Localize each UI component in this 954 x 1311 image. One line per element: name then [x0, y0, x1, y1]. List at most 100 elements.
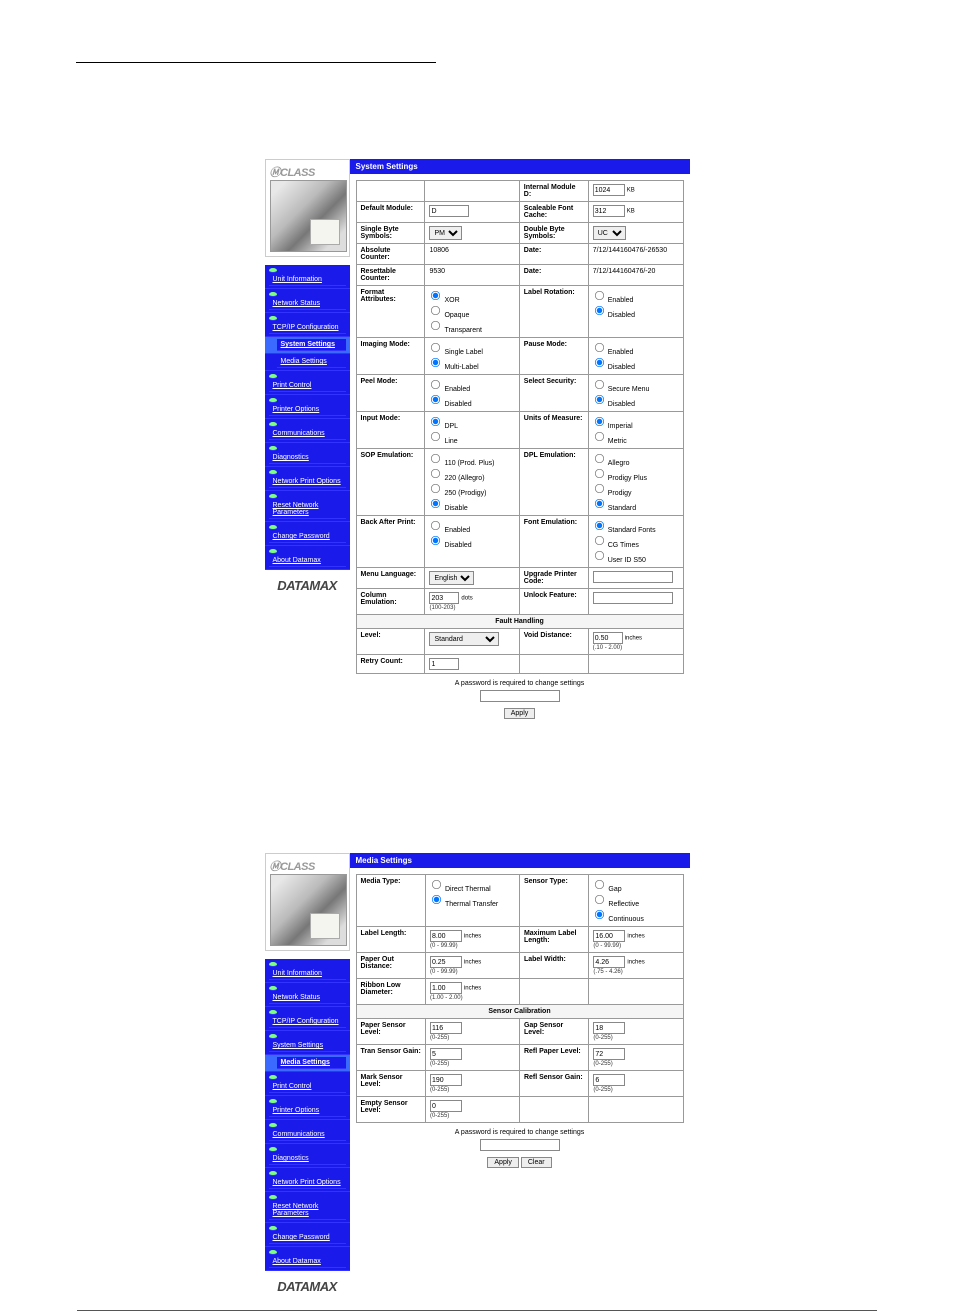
sensor-type-radios[interactable]: Gap Reflective Continuous	[593, 878, 678, 923]
gap-sensor-level-input[interactable]	[593, 1022, 625, 1034]
font-emulation-radios[interactable]: Standard Fonts CG Times User ID S50	[593, 519, 679, 564]
mark-sensor-level-input[interactable]	[430, 1074, 462, 1086]
default-module-input[interactable]	[429, 205, 469, 217]
format-attributes-radios[interactable]: XOR Opaque Transparent	[429, 289, 514, 334]
mark-sensor-level-label: Mark Sensor Level:	[356, 1071, 425, 1097]
tran-sensor-gain-input[interactable]	[430, 1048, 462, 1060]
retry-count-input[interactable]	[429, 658, 459, 670]
upgrade-printer-code-input[interactable]	[593, 571, 673, 583]
font-emulation-label: Font Emulation:	[519, 516, 588, 568]
media-type-label: Media Type:	[356, 875, 425, 927]
nav-print-control[interactable]: Print Control	[265, 371, 350, 395]
sop-emulation-label: SOP Emulation:	[356, 449, 425, 516]
ribbon-low-diameter-label: Ribbon Low Diameter:	[356, 979, 425, 1005]
sidebar-2: ⓂCLASS Unit Information Network Status T…	[265, 853, 350, 1302]
unlock-feature-input[interactable]	[593, 592, 673, 604]
input-mode-radios[interactable]: DPL Line	[429, 415, 514, 445]
retry-count-label: Retry Count:	[356, 655, 425, 674]
nav2-about[interactable]: About Datamax	[265, 1247, 350, 1271]
top-horizontal-rule	[76, 62, 436, 63]
refl-paper-level-input[interactable]	[593, 1048, 625, 1060]
paper-sensor-level-label: Paper Sensor Level:	[356, 1019, 425, 1045]
label-length-input[interactable]	[430, 930, 462, 942]
double-byte-symbols-select[interactable]: UC	[593, 226, 626, 240]
nav2-media-settings[interactable]: Media Settings	[265, 1055, 350, 1072]
nav2-system-settings[interactable]: System Settings	[265, 1031, 350, 1055]
nav-unit-info[interactable]: Unit Information	[265, 265, 350, 289]
label-width-input[interactable]	[593, 956, 625, 968]
media-titlebar: Media Settings	[350, 853, 690, 868]
scaleable-font-cache-input[interactable]	[593, 205, 625, 217]
apply-button-2[interactable]: Apply	[487, 1157, 519, 1168]
apply-button[interactable]: Apply	[504, 708, 536, 719]
resettable-counter-label: Resettable Counter:	[356, 265, 425, 286]
nav-media-settings[interactable]: Media Settings	[265, 354, 350, 371]
ribbon-low-diameter-input[interactable]	[430, 982, 462, 994]
gap-sensor-level-label: Gap Sensor Level:	[519, 1019, 588, 1045]
media-settings-screenshot: ⓂCLASS Unit Information Network Status T…	[265, 853, 690, 1302]
nav-communications[interactable]: Communications	[265, 419, 350, 443]
nav-reset-network[interactable]: Reset Network Parameters	[265, 491, 350, 522]
single-byte-symbols-select[interactable]: PM	[429, 226, 462, 240]
default-module-label: Default Module:	[356, 202, 425, 223]
nav2-net-status[interactable]: Network Status	[265, 983, 350, 1007]
select-security-radios[interactable]: Secure Menu Disabled	[593, 378, 679, 408]
nav-tcpip[interactable]: TCP/IP Configuration	[265, 313, 350, 337]
clear-button[interactable]: Clear	[521, 1157, 552, 1168]
brand-logo: ⓂCLASS	[270, 167, 315, 179]
nav2-printer-options[interactable]: Printer Options	[265, 1096, 350, 1120]
logo-area: ⓂCLASS	[265, 159, 350, 257]
nav2-diagnostics[interactable]: Diagnostics	[265, 1144, 350, 1168]
internal-module-d-input[interactable]	[593, 184, 625, 196]
empty-sensor-level-input[interactable]	[430, 1100, 462, 1112]
nav-diagnostics[interactable]: Diagnostics	[265, 443, 350, 467]
nav2-change-password[interactable]: Change Password	[265, 1223, 350, 1247]
level-select[interactable]: Standard	[429, 632, 499, 646]
refl-sensor-gain-label: Refl Sensor Gain:	[519, 1071, 588, 1097]
system-content: System Settings Internal Module D: KB De…	[350, 159, 690, 735]
password-message: A password is required to change setting…	[356, 680, 684, 687]
nav2-unit-info[interactable]: Unit Information	[265, 959, 350, 983]
password-input[interactable]	[480, 690, 560, 702]
void-distance-input[interactable]	[593, 632, 623, 644]
label-length-label: Label Length:	[356, 927, 425, 953]
void-distance-label: Void Distance:	[519, 629, 588, 655]
label-width-label: Label Width:	[519, 953, 588, 979]
dpl-emulation-radios[interactable]: Allegro Prodigy Plus Prodigy Standard	[593, 452, 679, 512]
nav-system-settings[interactable]: System Settings	[265, 337, 350, 354]
column-emulation-input[interactable]	[429, 592, 459, 604]
peel-mode-radios[interactable]: Enabled Disabled	[429, 378, 514, 408]
media-content: Media Settings Media Type: Direct Therma…	[350, 853, 690, 1302]
sop-emulation-radios[interactable]: 110 (Prod. Plus) 220 (Allegro) 250 (Prod…	[429, 452, 514, 512]
system-titlebar: System Settings	[350, 159, 690, 174]
label-rotation-radios[interactable]: Enabled Disabled	[593, 289, 679, 319]
imaging-mode-radios[interactable]: Single Label Multi-Label	[429, 341, 514, 371]
paper-sensor-level-input[interactable]	[430, 1022, 462, 1034]
nav2-tcpip[interactable]: TCP/IP Configuration	[265, 1007, 350, 1031]
menu-language-label: Menu Language:	[356, 568, 425, 589]
nav-network-print-options[interactable]: Network Print Options	[265, 467, 350, 491]
brand-footer: DATAMAX	[265, 578, 350, 593]
maximum-label-length-input[interactable]	[593, 930, 625, 942]
dpl-emulation-label: DPL Emulation:	[519, 449, 588, 516]
paper-out-distance-label: Paper Out Distance:	[356, 953, 425, 979]
media-type-radios[interactable]: Direct Thermal Thermal Transfer	[430, 878, 515, 908]
nav2-reset-network[interactable]: Reset Network Parameters	[265, 1192, 350, 1223]
level-label: Level:	[356, 629, 425, 655]
units-of-measure-radios[interactable]: Imperial Metric	[593, 415, 679, 445]
nav2-print-control[interactable]: Print Control	[265, 1072, 350, 1096]
paper-out-distance-input[interactable]	[430, 956, 462, 968]
password-input-2[interactable]	[480, 1139, 560, 1151]
refl-sensor-gain-input[interactable]	[593, 1074, 625, 1086]
date1-value: 7/12/144160476/-26530	[588, 244, 683, 265]
nav-about[interactable]: About Datamax	[265, 546, 350, 570]
nav-net-status[interactable]: Network Status	[265, 289, 350, 313]
fault-handling-header: Fault Handling	[356, 615, 683, 629]
pause-mode-radios[interactable]: Enabled Disabled	[593, 341, 679, 371]
nav2-communications[interactable]: Communications	[265, 1120, 350, 1144]
back-after-print-radios[interactable]: Enabled Disabled	[429, 519, 514, 549]
nav-printer-options[interactable]: Printer Options	[265, 395, 350, 419]
nav2-network-print-options[interactable]: Network Print Options	[265, 1168, 350, 1192]
menu-language-select[interactable]: English	[429, 571, 474, 585]
nav-change-password[interactable]: Change Password	[265, 522, 350, 546]
